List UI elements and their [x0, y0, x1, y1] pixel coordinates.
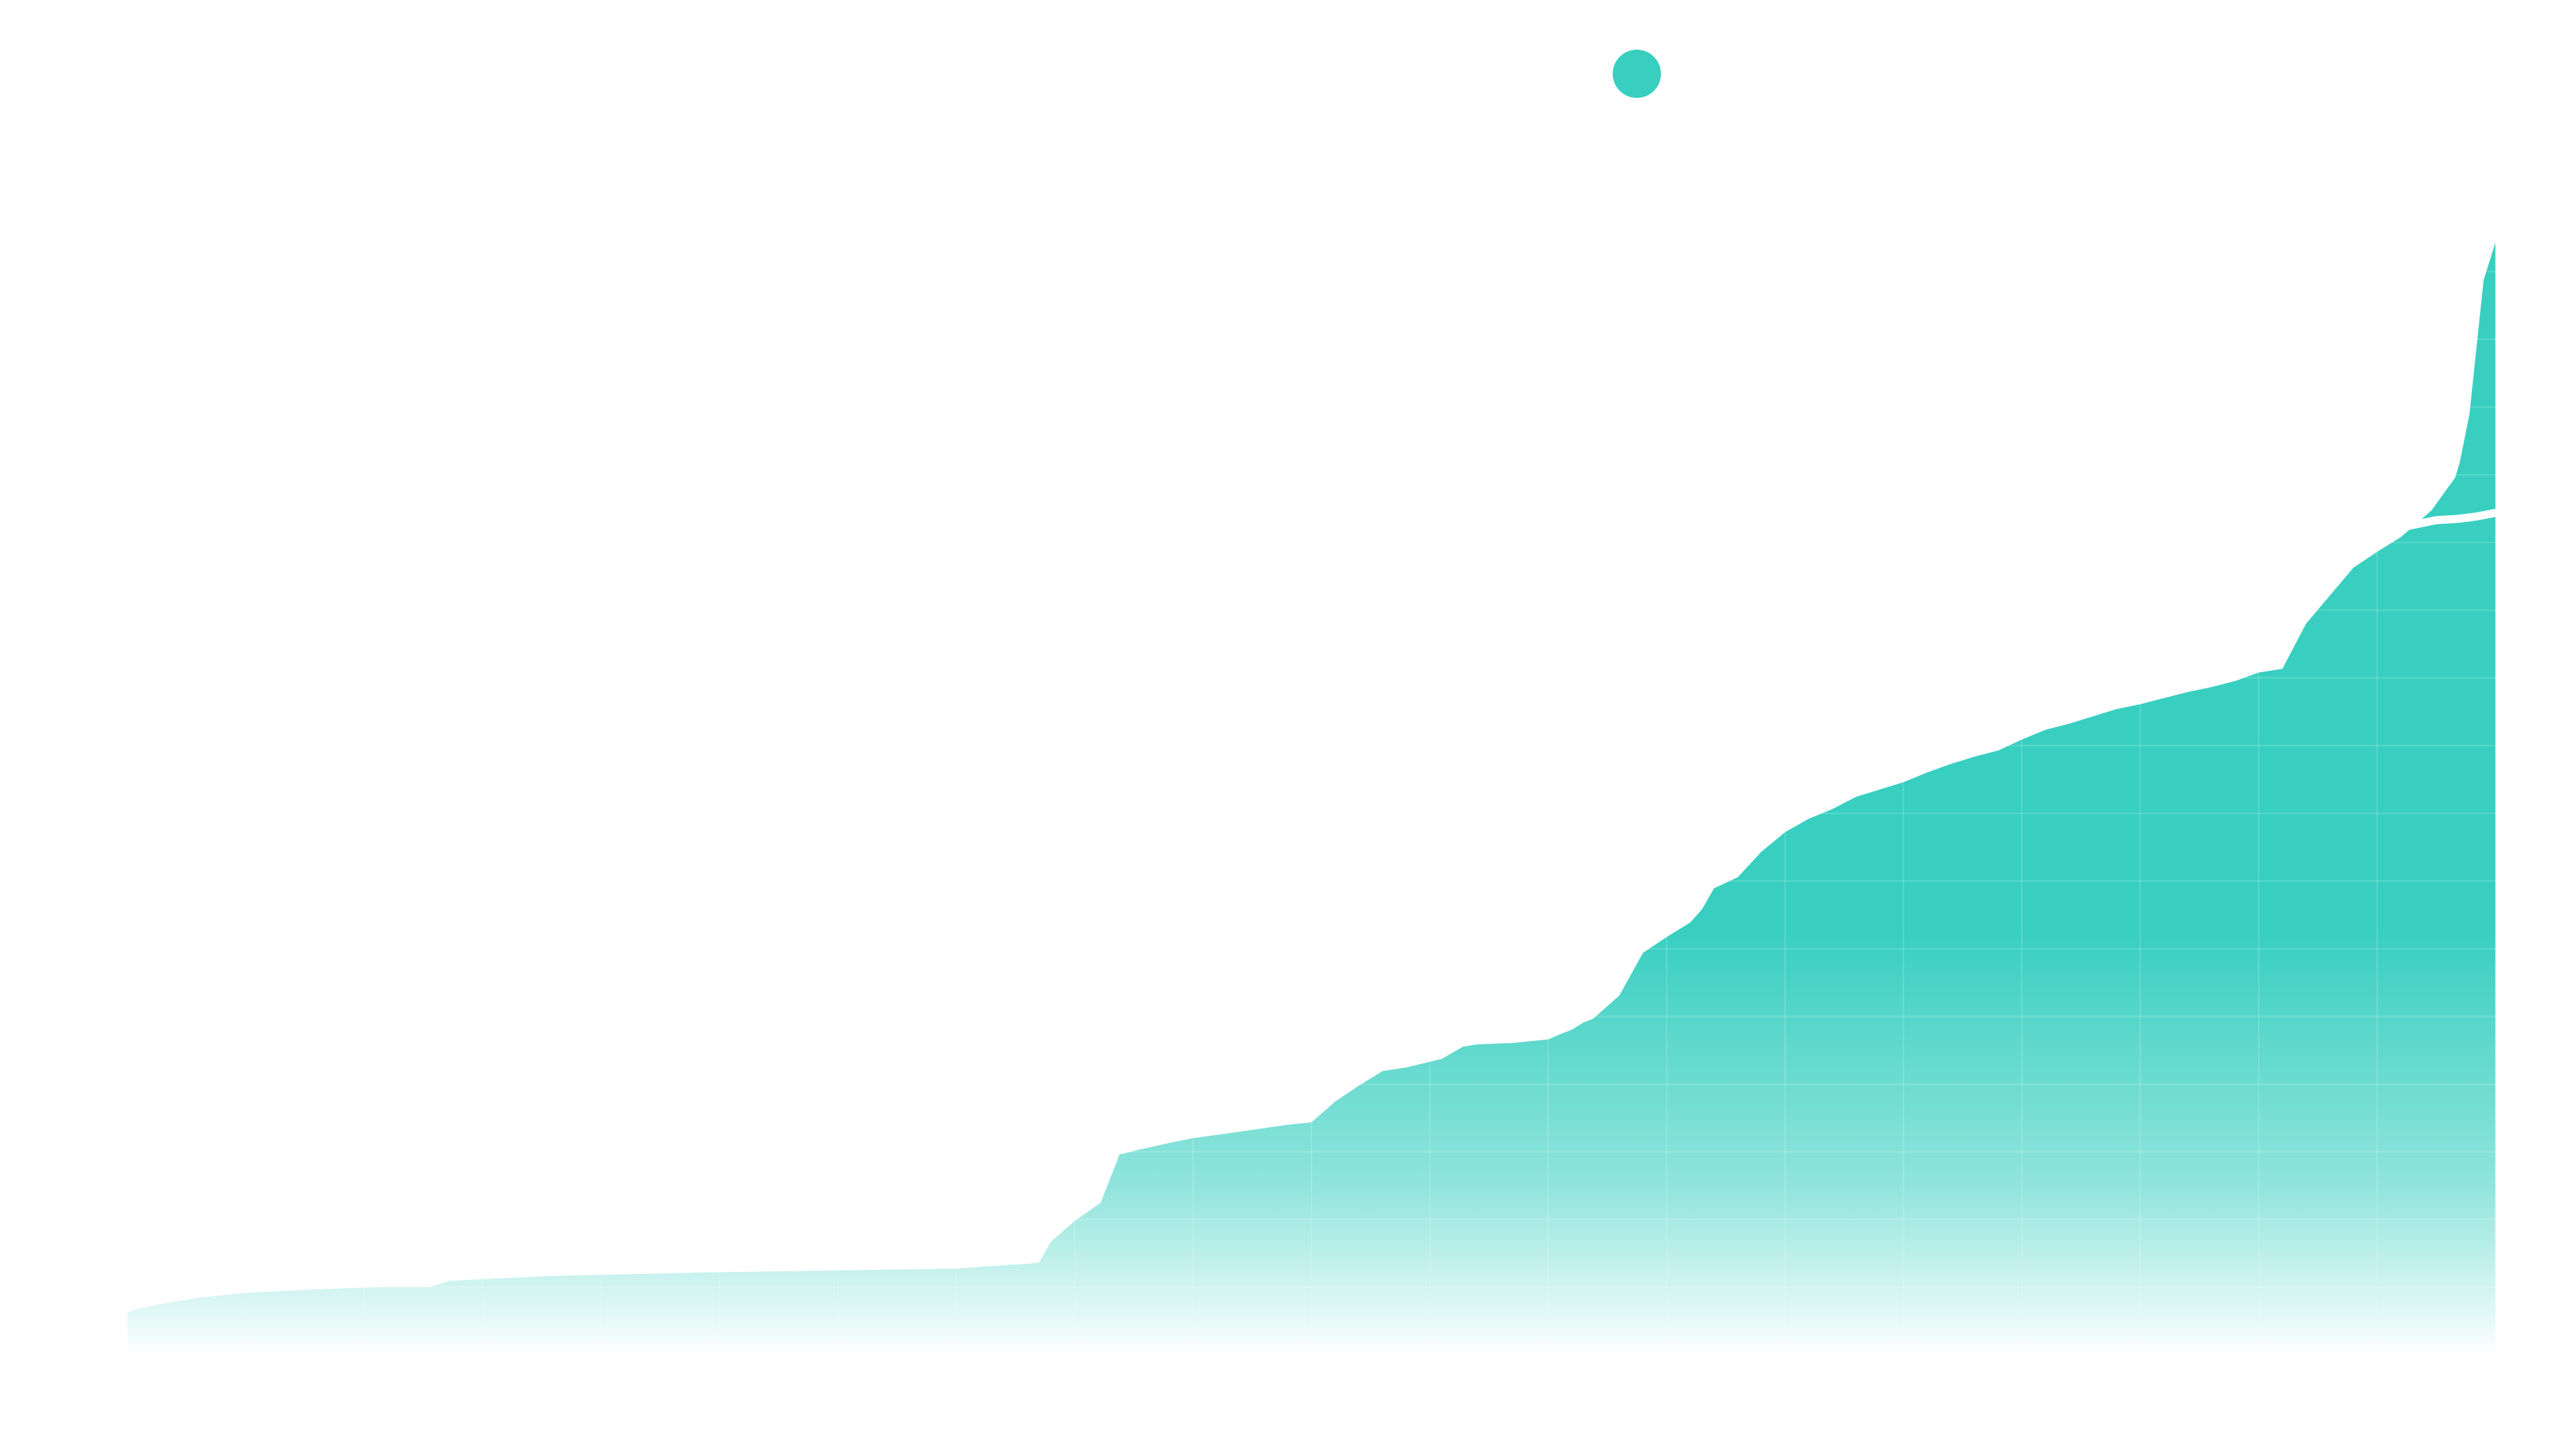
grid	[127, 242, 2496, 1356]
trend-line	[2314, 508, 2500, 544]
area-series	[127, 242, 2496, 1356]
legend-marker	[1613, 50, 1661, 98]
